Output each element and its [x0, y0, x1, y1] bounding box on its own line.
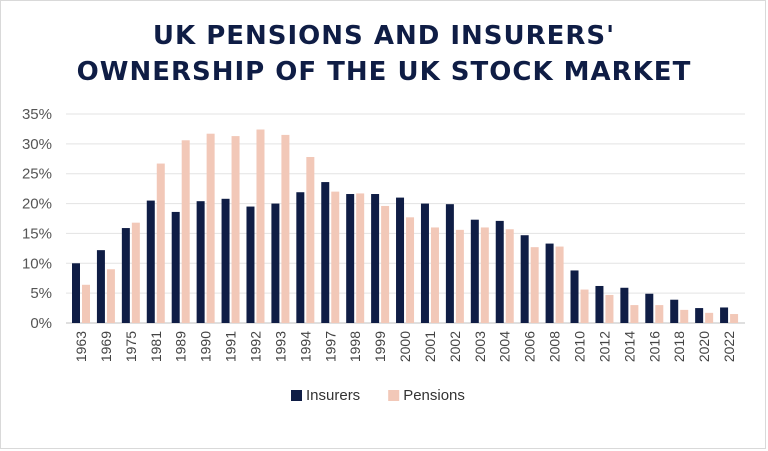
bar-pensions-1990 [206, 133, 215, 323]
y-tick-label: 30% [22, 136, 52, 153]
bar-insurers-2020 [695, 308, 704, 323]
y-tick-label: 10% [22, 255, 52, 272]
legend-label-insurers: Insurers [306, 387, 360, 404]
y-tick-label: 15% [22, 225, 52, 242]
bar-pensions-1969 [106, 269, 115, 323]
bar-insurers-2012 [595, 285, 604, 323]
chart-title: UK PENSIONS AND INSURERS' OWNERSHIP OF T… [0, 18, 768, 90]
x-tick-label: 1990 [198, 331, 214, 362]
x-tick-label: 1992 [247, 331, 263, 362]
bar-insurers-1975 [121, 228, 130, 323]
bar-insurers-2014 [620, 287, 629, 323]
bar-insurers-1990 [196, 201, 205, 323]
bar-pensions-1991 [231, 136, 240, 323]
bar-pensions-2008 [555, 246, 564, 323]
y-tick-label: 0% [30, 315, 52, 332]
bar-pensions-1963 [82, 284, 90, 323]
x-tick-label: 1963 [73, 331, 89, 362]
bar-pensions-2022 [730, 314, 739, 323]
x-tick-label: 2002 [447, 331, 463, 362]
bar-insurers-2010 [570, 270, 579, 323]
x-tick-label: 1989 [173, 331, 189, 362]
bar-insurers-1981 [146, 200, 155, 323]
bar-insurers-1993 [271, 203, 280, 323]
bar-insurers-1991 [221, 198, 230, 323]
bar-insurers-2006 [520, 235, 529, 323]
bar-insurers-2004 [495, 220, 504, 323]
bar-pensions-1981 [156, 163, 165, 323]
y-tick-label: 5% [30, 285, 52, 302]
bar-insurers-2018 [670, 299, 679, 323]
bar-pensions-2016 [655, 305, 664, 323]
x-tick-label: 2000 [397, 331, 413, 362]
bar-insurers-1992 [246, 206, 255, 323]
x-tick-label: 1994 [297, 331, 313, 362]
x-tick-label: 1981 [148, 331, 164, 362]
x-tick-label: 2010 [572, 331, 588, 362]
y-tick-label: 25% [22, 166, 52, 183]
x-tick-label: 2008 [547, 331, 563, 362]
bar-pensions-1994 [306, 156, 315, 323]
x-tick-label: 2014 [621, 331, 637, 362]
bar-pensions-1999 [381, 205, 390, 323]
chart-title-line-2: OWNERSHIP OF THE UK STOCK MARKET [76, 57, 692, 87]
bar-pensions-2018 [680, 309, 689, 323]
x-tick-label: 2020 [696, 331, 712, 362]
bar-insurers-2003 [470, 219, 479, 323]
y-tick-label: 20% [22, 196, 52, 213]
bar-pensions-1992 [256, 129, 265, 323]
x-tick-label: 2006 [522, 331, 538, 362]
bar-pensions-2006 [530, 247, 539, 323]
bar-pensions-2001 [430, 227, 439, 323]
y-tick-label: 35% [22, 106, 52, 123]
bar-insurers-2008 [545, 243, 554, 323]
legend-swatch-pensions [388, 390, 400, 401]
bar-insurers-2000 [396, 197, 405, 323]
x-tick-label: 1969 [98, 331, 114, 362]
x-tick-label: 1999 [372, 331, 388, 362]
bar-pensions-2000 [406, 217, 415, 323]
bar-insurers-1989 [171, 211, 180, 323]
x-tick-label: 1991 [223, 331, 239, 362]
bar-insurers-2002 [445, 204, 454, 323]
chart-title-line-1: UK PENSIONS AND INSURERS' [152, 21, 616, 51]
legend-swatch-insurers [291, 390, 302, 401]
x-tick-label: 2004 [497, 331, 513, 362]
bar-insurers-1998 [346, 194, 355, 323]
bar-pensions-2002 [455, 229, 464, 323]
bar-pensions-1975 [131, 222, 140, 323]
bar-pensions-1989 [181, 140, 190, 323]
bar-insurers-1999 [371, 194, 380, 323]
x-tick-label: 1998 [347, 331, 363, 362]
bar-pensions-2020 [705, 312, 714, 323]
x-tick-label: 2022 [721, 331, 737, 362]
x-tick-label: 2003 [472, 331, 488, 362]
bar-pensions-2003 [480, 227, 489, 323]
bar-pensions-2014 [630, 305, 639, 323]
bar-insurers-1963 [72, 263, 80, 323]
x-tick-label: 2012 [596, 331, 612, 362]
bar-insurers-1969 [96, 250, 105, 323]
x-tick-label: 1997 [322, 331, 338, 362]
bar-insurers-1997 [321, 182, 330, 323]
x-tick-label: 2018 [671, 331, 687, 362]
x-tick-label: 1993 [272, 331, 288, 362]
x-tick-label: 2016 [646, 331, 662, 362]
legend-label-pensions: Pensions [403, 387, 465, 404]
bar-insurers-1994 [296, 192, 305, 323]
bar-pensions-1997 [331, 191, 340, 323]
bar-pensions-2004 [505, 229, 514, 323]
bar-insurers-2016 [645, 293, 654, 323]
bar-pensions-2012 [605, 294, 614, 323]
x-tick-label: 2001 [422, 331, 438, 362]
bar-insurers-2022 [720, 307, 729, 323]
x-tick-label: 1975 [123, 331, 139, 362]
bar-pensions-2010 [580, 289, 589, 323]
bar-pensions-1998 [356, 193, 365, 323]
bar-insurers-2001 [420, 203, 429, 323]
bar-pensions-1993 [281, 134, 290, 323]
